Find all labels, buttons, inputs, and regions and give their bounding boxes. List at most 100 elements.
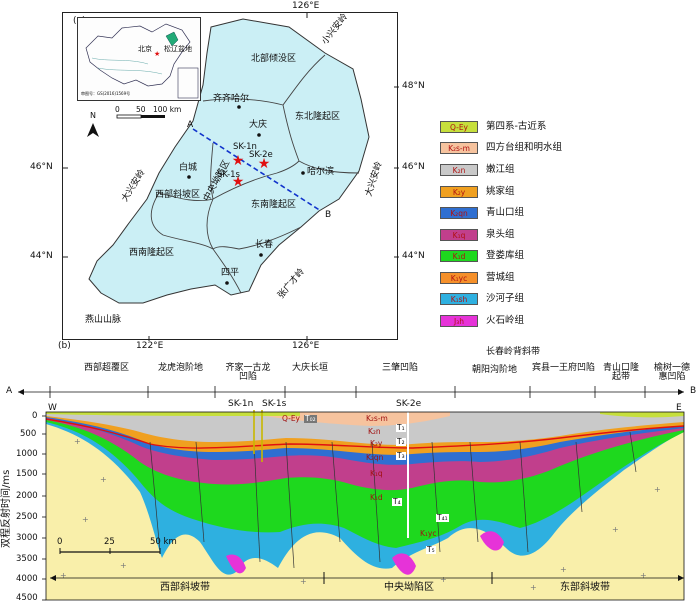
section-end-b: B	[690, 386, 697, 396]
north-arrow-icon	[87, 123, 99, 137]
well-sk2e-label: SK-2e	[249, 150, 273, 160]
region-northeast: 东北隆起区	[295, 112, 341, 122]
region-west: 西部斜坡区	[155, 190, 201, 200]
basin-map: ★ ★ ★	[63, 13, 399, 341]
city-harbin: 哈尔滨	[307, 167, 335, 177]
unit-changchunling: 长春岭背斜带	[486, 347, 541, 357]
horizon-label: T₄	[392, 497, 402, 506]
legend-swatch: K₁sh	[440, 293, 478, 305]
svg-text:+: +	[560, 565, 567, 574]
svg-text:+: +	[120, 561, 127, 570]
inset-beijing: 北京	[138, 45, 152, 53]
horizon-label: T₂	[396, 437, 406, 446]
legend: Q-Ey 第四系-古近系 K₂s-m 四方台组和明水组 K₂n 嫩江组 K₂y 姚家组 …	[440, 116, 690, 336]
section-scale-end: 50 km	[150, 537, 177, 547]
horizon-label: T₃	[396, 451, 406, 460]
legend-swatch: J₃h	[440, 315, 478, 327]
scale-mid: 50	[136, 105, 146, 114]
horizon-label: T₀₂	[304, 414, 317, 423]
well-star: ★	[232, 174, 245, 190]
region-southwest: 西南隆起区	[129, 248, 175, 258]
city-daqing: 大庆	[249, 120, 268, 130]
svg-text:+: +	[300, 577, 307, 586]
well-sk1n-b-label: SK-1n	[228, 399, 254, 409]
region-north: 北部倾没区	[251, 54, 297, 64]
legend-swatch: K₂qn	[440, 207, 478, 219]
legend-swatch: K₂y	[440, 186, 478, 198]
city-dot	[237, 105, 241, 109]
section-end-w: W	[48, 403, 57, 413]
city-dot	[301, 171, 305, 175]
scale-end: 100 km	[153, 105, 182, 114]
china-inset-map: ★ 北京 松辽盆地 审图号：GS(2016)1569号	[77, 17, 201, 101]
layer-label: K₂s-m	[366, 414, 388, 423]
city-baicheng: 白城	[179, 163, 198, 173]
city-dot	[225, 281, 229, 285]
layer-label: K₁q	[370, 469, 383, 478]
svg-text:+: +	[612, 525, 619, 534]
cross-section-svg: + + + + + + + + + + + +	[18, 386, 685, 601]
svg-text:+: +	[82, 515, 89, 524]
well-star: ★	[232, 153, 245, 169]
city-dot	[187, 175, 191, 179]
legend-swatch: K₂n	[440, 164, 478, 176]
zone-central-depression: 中央坳陷区	[384, 582, 434, 593]
legend-swatch: K₁d	[440, 250, 478, 262]
well-star: ★	[258, 156, 271, 172]
legend-swatch: K₂s-m	[440, 142, 478, 154]
svg-text:+: +	[654, 485, 661, 494]
city-dot	[257, 133, 261, 137]
well-sk1s-b-label: SK-1s	[262, 399, 287, 409]
lon-label-bottom-right: 126°E	[292, 341, 320, 351]
legend-swatch: Q-Ey	[440, 121, 478, 133]
y-tick: 4500	[16, 593, 38, 603]
lon-label-bottom-left: 122°E	[136, 341, 164, 351]
unit-daqing-changyuan: 大庆长垣	[292, 363, 329, 373]
unit-longhupao: 龙虎泡阶地	[158, 363, 204, 373]
profile-end-b: B	[325, 210, 332, 220]
layer-label: K₁d	[370, 493, 383, 502]
layer-label: K₂qn	[366, 453, 384, 462]
unit-yushu-dehui: 榆树一德惠凹陷	[653, 363, 690, 382]
lat-label-46-left: 46°N	[30, 162, 53, 172]
north-label: N	[90, 111, 96, 120]
svg-text:+: +	[640, 571, 647, 580]
legend-swatch: K₁yc	[440, 272, 478, 284]
well-sk1s-label: SK-1s	[217, 170, 240, 180]
lat-label-44-left: 44°N	[30, 251, 53, 261]
lat-label-46-right: 46°N	[402, 162, 425, 172]
region-southeast: 东南隆起区	[251, 200, 297, 210]
section-scale-mid: 25	[104, 537, 115, 547]
cross-section-panel: (b)	[0, 342, 700, 606]
profile-end-a: A	[187, 120, 194, 130]
section-end-e: E	[676, 403, 682, 413]
inset-note: 审图号：GS(2016)1569号	[81, 91, 131, 96]
unit-sanzhao: 三肇凹陷	[382, 363, 419, 373]
lat-label-48: 48°N	[402, 81, 425, 91]
unit-qingshankou-uplift: 青山口隆起带	[602, 363, 639, 382]
well-sk1n-label: SK-1n	[233, 142, 257, 152]
horizon-label: T₄₁	[436, 513, 449, 522]
svg-text:+: +	[74, 437, 81, 446]
city-changchun: 长春	[255, 240, 274, 250]
city-siping: 四平	[221, 268, 240, 278]
layer-label: K₂n	[368, 427, 381, 436]
profile-line	[192, 128, 322, 212]
unit-chaoyanggou: 朝阳沟阶地	[472, 365, 518, 375]
layer-label: K₂y	[370, 439, 383, 448]
y-tick: 500	[20, 429, 37, 439]
well-sk2e-b-label: SK-2e	[396, 399, 422, 409]
y-tick: 2500	[16, 512, 38, 522]
unit-west-overlap: 西部超覆区	[84, 363, 130, 373]
y-tick: 3000	[16, 533, 38, 543]
svg-text:+: +	[60, 571, 67, 580]
horizon-label: T₁	[396, 423, 406, 432]
y-tick: 4000	[16, 574, 38, 584]
svg-text:★: ★	[154, 50, 160, 58]
zone-west-slope: 西部斜坡带	[160, 582, 210, 593]
unit-binxian-wangfu: 宾县一王府凹陷	[532, 363, 596, 373]
y-tick: 2000	[16, 491, 38, 501]
section-scale-zero: 0	[57, 537, 63, 547]
svg-text:+: +	[530, 583, 537, 592]
map-panel: ★ ★ ★ (a) ★ 北京 松辽盆地 审图号：GS(2016)1569号 N	[62, 12, 399, 341]
